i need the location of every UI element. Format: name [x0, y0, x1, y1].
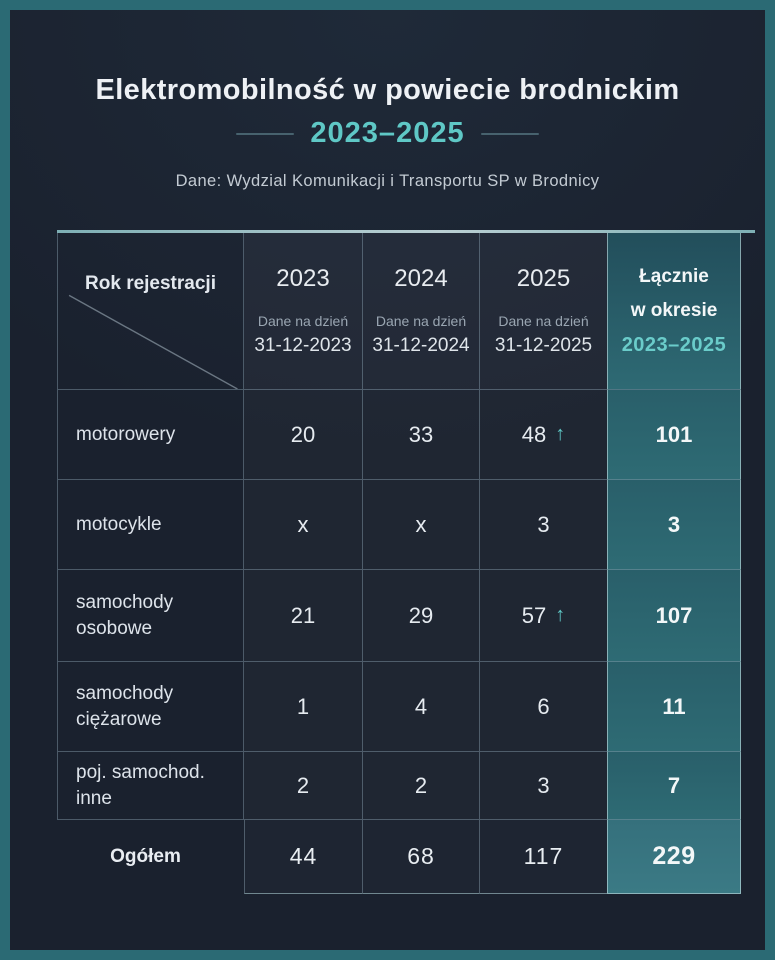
table-cell-value: 6 [480, 662, 607, 752]
year-label: 2023 [276, 265, 330, 292]
column-header-2024: 2024 Dane na dzień 31-12-2024 [363, 233, 480, 390]
total-label-years: 2023–2025 [621, 333, 727, 356]
table-cell-value: 33 [363, 390, 480, 480]
cell-number: 57 [521, 602, 547, 628]
table-top-accent-line [57, 230, 755, 233]
registrations-table: Rok rejestracji 2023 Dane na dzień 31-12… [57, 233, 741, 894]
table-cell-value: x [363, 480, 480, 570]
table-cell-value: 3 [480, 752, 607, 820]
corner-label: Rok rejestracji [85, 273, 216, 294]
table-cell-value: 4 [363, 662, 480, 752]
table-cell-total: 7 [607, 752, 741, 820]
data-source: Dane: Wydzial Komunikacji i Transportu S… [175, 172, 600, 190]
table-cell-total: 107 [607, 570, 741, 662]
table-cell-total: 101 [607, 390, 741, 480]
cell-number: 48 [521, 421, 547, 447]
footer-cell-value: 44 [244, 820, 363, 894]
column-header-2023: 2023 Dane na dzień 31-12-2023 [244, 233, 363, 390]
table-cell-value: 20 [244, 390, 363, 480]
year-note: Dane na dzień [375, 313, 467, 329]
trend-up-icon: ↑ [555, 423, 566, 445]
footer-cell-total: 229 [607, 820, 741, 894]
subtitle-rule-left [236, 132, 295, 135]
footer-cell-value: 117 [480, 820, 607, 894]
table-cell-value: 3 [480, 480, 607, 570]
row-label: motocykle [57, 480, 244, 570]
subtitle-years: 2023–2025 [310, 117, 465, 149]
total-label-line2: w okresie [630, 299, 718, 321]
header: Elektromobilność w powiecie brodnickim 2… [10, 74, 765, 191]
table-cell-value: x [244, 480, 363, 570]
row-label: motorowery [57, 390, 244, 480]
trend-up-icon: ↑ [555, 604, 566, 626]
subtitle-rule-right [480, 132, 539, 135]
footer-cell-value: 68 [363, 820, 480, 894]
row-label: poj. samochod. inne [57, 752, 244, 820]
year-date: 31-12-2025 [494, 335, 593, 356]
table-cell-value: 57 ↑ [480, 570, 607, 662]
year-date: 31-12-2023 [254, 335, 352, 356]
table-cell-value: 48 ↑ [480, 390, 607, 480]
year-date: 31-12-2024 [372, 335, 470, 356]
footer-label: Ogółem [110, 846, 181, 868]
table-cell-value: 21 [244, 570, 363, 662]
table-cell-value: 2 [363, 752, 480, 820]
row-label: samochody osobowe [57, 570, 244, 662]
table-cell-value: 29 [363, 570, 480, 662]
row-label: samochody ciężarowe [57, 662, 244, 752]
page-title: Elektromobilność w powiecie brodnickim [95, 74, 680, 106]
column-header-2025: 2025 Dane na dzień 31-12-2025 [480, 233, 607, 390]
table-cell-total: 3 [607, 480, 741, 570]
total-label-line1: Łącznie [639, 265, 709, 287]
year-note: Dane na dzień [498, 313, 589, 329]
table-cell-value: 2 [244, 752, 363, 820]
table-cell-value: 1 [244, 662, 363, 752]
diagonal-line [58, 233, 243, 389]
table-cell-total: 11 [607, 662, 741, 752]
year-label: 2025 [516, 265, 571, 292]
year-note: Dane na dzień [257, 313, 349, 329]
column-header-total: Łącznie w okresie 2023–2025 [607, 233, 741, 390]
corner-cell: Rok rejestracji [57, 233, 244, 390]
subtitle-row: 2023–2025 [10, 117, 765, 150]
year-label: 2024 [394, 265, 448, 292]
